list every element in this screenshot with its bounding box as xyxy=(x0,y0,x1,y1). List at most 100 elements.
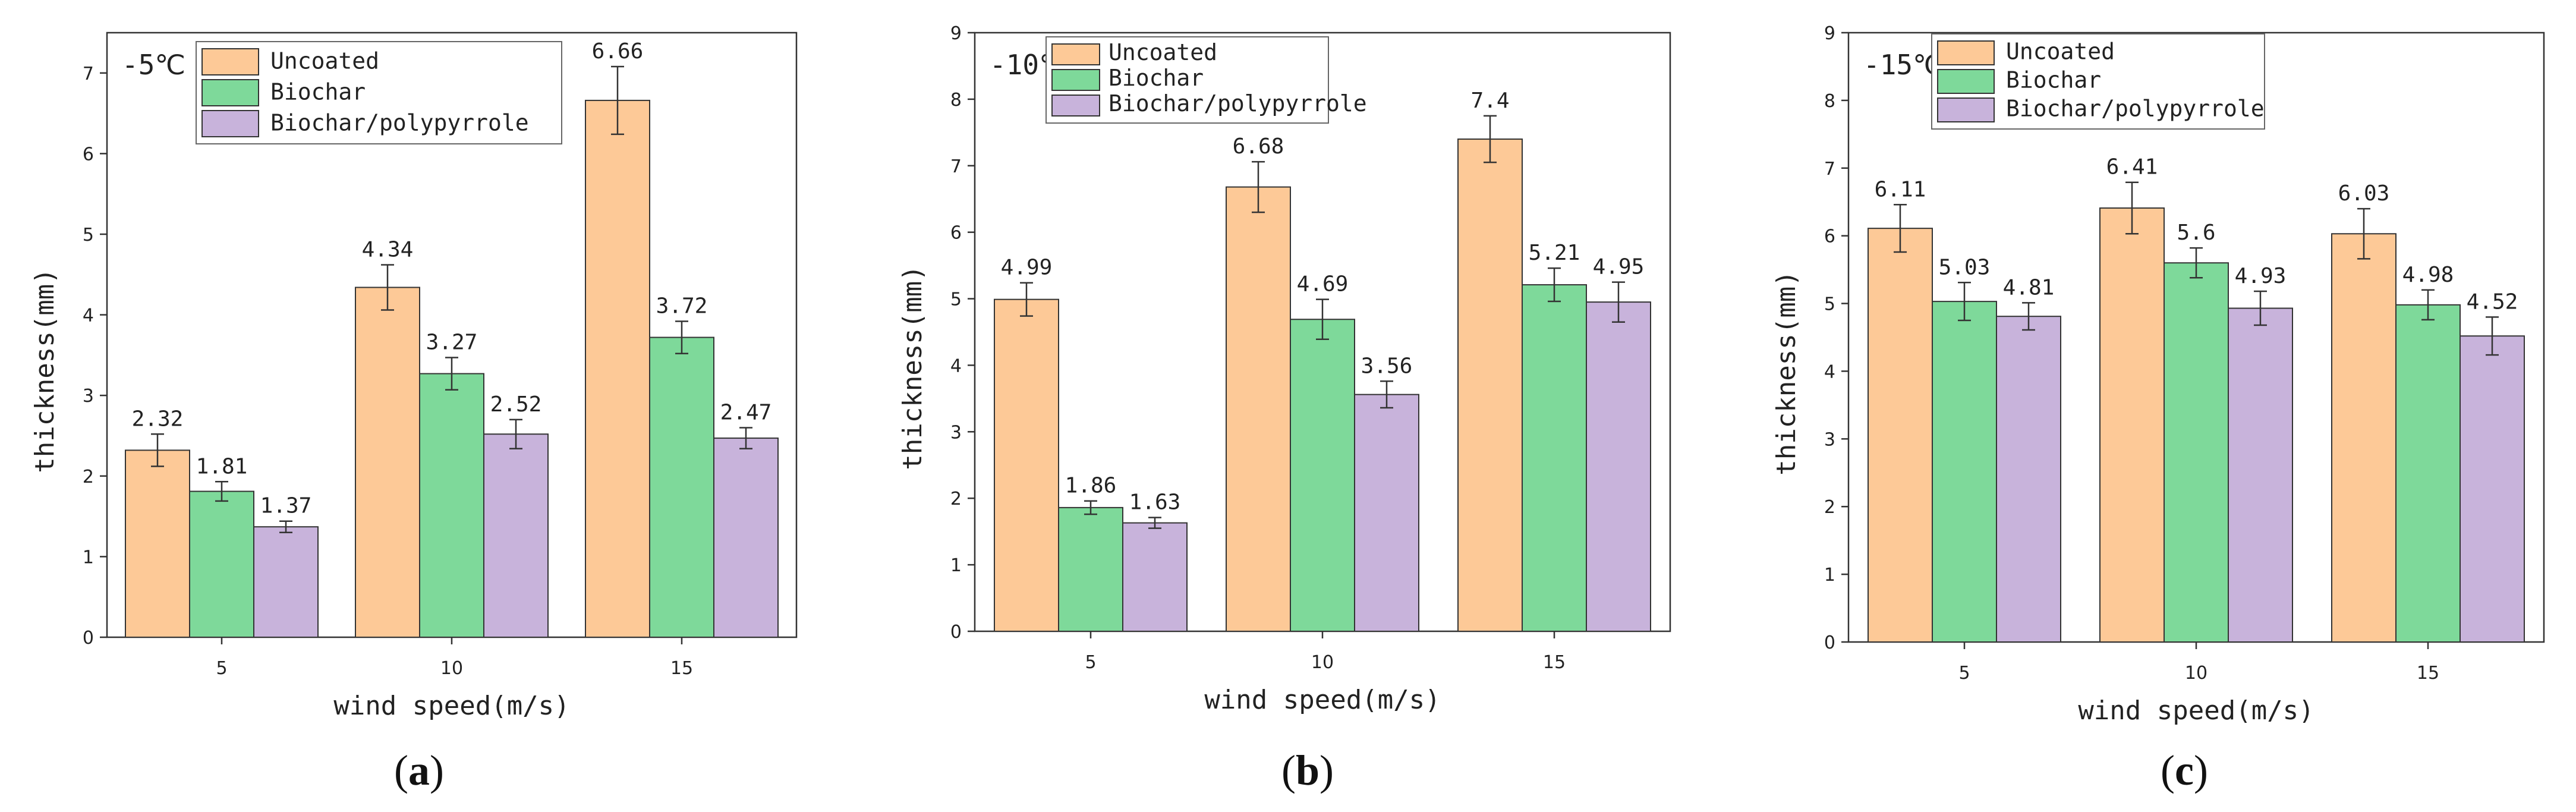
y-tick-label: 5 xyxy=(1824,294,1835,315)
x-tick-label: 10 xyxy=(2185,663,2207,684)
y-tick-label: 3 xyxy=(1824,429,1835,450)
error-bar xyxy=(1958,282,1971,322)
y-tick-label: 4 xyxy=(1824,361,1835,382)
y-tick-label: 4 xyxy=(950,355,962,376)
y-tick-label: 5 xyxy=(950,289,962,310)
y-axis-title: thickness(mm) xyxy=(30,268,60,473)
legend-swatch-uncoated xyxy=(201,48,259,75)
y-tick-label: 0 xyxy=(950,622,962,643)
data-label: 2.52 xyxy=(490,392,542,417)
error-bar xyxy=(1894,204,1907,253)
panel-label-c: (c) xyxy=(2161,747,2208,794)
y-tick-label: 8 xyxy=(1824,91,1835,112)
data-label: 4.93 xyxy=(2235,264,2287,288)
bar-uncoated-5 xyxy=(1868,228,1933,643)
legend-label-uncoated: Uncoated xyxy=(270,48,379,74)
error-bar xyxy=(2125,181,2139,235)
y-tick-label: 1 xyxy=(950,555,962,576)
data-label: 4.95 xyxy=(1593,255,1645,279)
bar-biochar-15 xyxy=(2395,304,2461,643)
data-label: 3.72 xyxy=(656,294,708,318)
bar-biochar-15 xyxy=(649,336,714,638)
error-bar xyxy=(2357,207,2370,260)
bar-uncoated-15 xyxy=(585,99,650,638)
error-bar xyxy=(215,481,228,502)
bar-uncoated-10 xyxy=(355,287,420,638)
legend-swatch-uncoated xyxy=(1051,43,1100,65)
bar-biochar-5 xyxy=(1932,301,1997,643)
bar-biochar-10 xyxy=(2164,262,2229,643)
y-tick-label: 3 xyxy=(83,386,94,407)
error-bar xyxy=(1148,517,1161,529)
panel-label-b: (b) xyxy=(1281,747,1334,794)
bar-biochar-polypyrrole-15 xyxy=(713,438,779,638)
panel-label-a: (a) xyxy=(394,747,444,794)
y-tick-label: 3 xyxy=(950,422,962,443)
legend-swatch-uncoated xyxy=(1937,40,1995,65)
data-label: 5.6 xyxy=(2177,221,2215,245)
data-label: 2.32 xyxy=(132,407,184,431)
bar-biochar-5 xyxy=(1058,506,1123,632)
x-tick-label: 10 xyxy=(1311,652,1334,673)
data-label: 5.21 xyxy=(1529,241,1580,265)
chart-panel-c: 0 1 2 3 4 5 6 7 8 9 6.11 6.41 6.03 5.03 5.6 4.98 4.81 4.9… xyxy=(1771,23,2545,726)
y-tick-label: 2 xyxy=(83,467,94,487)
legend-label-biochar-polypyrrole: Biochar/polypyrrole xyxy=(270,109,529,136)
x-axis-title: wind speed(m/s) xyxy=(1204,685,1440,715)
error-bar xyxy=(2022,302,2035,331)
error-bar xyxy=(2486,316,2499,356)
bar-biochar-polypyrrole-15 xyxy=(2460,335,2525,643)
x-tick-label: 10 xyxy=(440,658,463,679)
legend-label-uncoated: Uncoated xyxy=(1109,39,1217,65)
y-tick-label: 4 xyxy=(83,306,94,326)
error-bar xyxy=(1380,380,1393,409)
legend-swatch-biochar xyxy=(201,79,259,106)
y-tick-label: 6 xyxy=(83,144,94,165)
chart-panel-b: 0 1 2 3 4 5 6 7 8 9 4.99 6.68 7.4 1.86 4.69 5.21 1.63 3.5… xyxy=(897,23,1671,715)
x-tick-label: 15 xyxy=(1543,652,1566,673)
bar-biochar-polypyrrole-10 xyxy=(483,433,549,638)
legend-swatch-biochar xyxy=(1051,69,1100,91)
y-tick-label: 2 xyxy=(1824,497,1835,518)
y-tick-label: 6 xyxy=(950,223,962,244)
data-label: 3.56 xyxy=(1361,354,1413,378)
legend-label-uncoated: Uncoated xyxy=(2006,39,2115,65)
data-label: 4.69 xyxy=(1297,272,1349,297)
bar-biochar-polypyrrole-5 xyxy=(1996,316,2061,643)
data-label: 4.34 xyxy=(362,238,414,262)
x-tick-label: 5 xyxy=(216,658,227,679)
bar-biochar-polypyrrole-15 xyxy=(1586,301,1651,632)
y-tick-label: 0 xyxy=(1824,632,1835,653)
data-label: 6.03 xyxy=(2338,181,2390,206)
bar-biochar-15 xyxy=(1522,284,1587,632)
x-tick-label: 15 xyxy=(670,658,693,679)
error-bar xyxy=(1612,281,1625,323)
data-label: 7.4 xyxy=(1470,89,1509,113)
data-label: 1.81 xyxy=(196,454,248,479)
bar-uncoated-5 xyxy=(125,449,190,638)
error-bar xyxy=(2190,247,2203,279)
chart-panel-a: 0 1 2 3 4 5 6 7 2.32 4.34 6.66 1.81 3.27 3.72 1.37 2.52… xyxy=(30,32,798,721)
error-bar xyxy=(1316,298,1329,341)
error-bar xyxy=(151,433,164,467)
y-tick-label: 8 xyxy=(950,90,962,111)
error-bar xyxy=(279,520,292,533)
y-axis-title: thickness(mm) xyxy=(1771,270,1802,475)
bar-biochar-polypyrrole-10 xyxy=(1354,394,1419,632)
error-bar xyxy=(2421,289,2435,321)
bar-biochar-10 xyxy=(1290,319,1355,632)
legend-label-biochar-polypyrrole: Biochar/polypyrrole xyxy=(1109,90,1367,117)
error-bar xyxy=(509,418,522,449)
y-tick-label: 2 xyxy=(950,489,962,509)
data-label: 5.03 xyxy=(1939,255,1991,279)
bar-biochar-polypyrrole-5 xyxy=(253,526,319,638)
x-axis-title: wind speed(m/s) xyxy=(333,691,569,721)
y-tick-label: 1 xyxy=(83,547,94,568)
data-label: 6.66 xyxy=(592,39,644,64)
error-bar xyxy=(2254,290,2267,326)
x-tick-label: 5 xyxy=(1958,663,1970,684)
legend-label-biochar: Biochar xyxy=(270,78,366,105)
